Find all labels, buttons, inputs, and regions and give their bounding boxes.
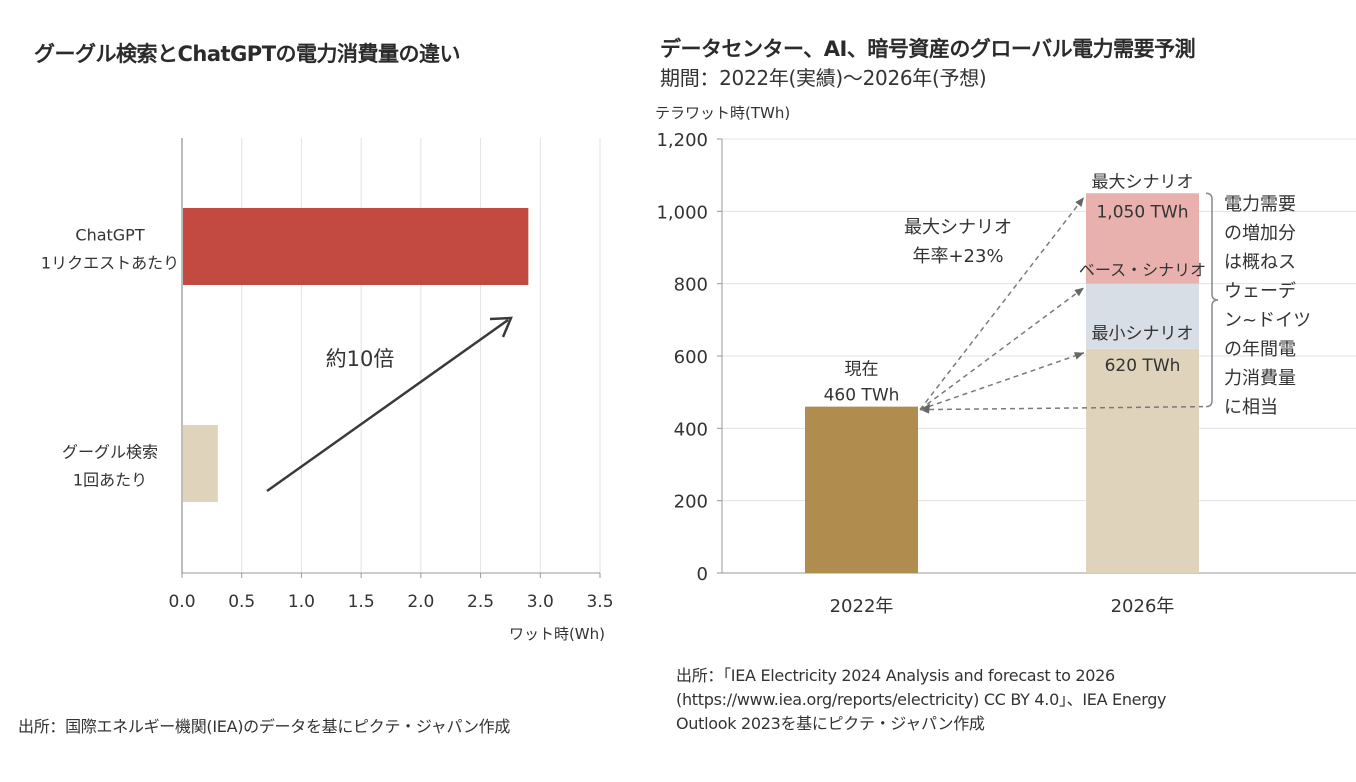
bracket-note-line: 力消費量 [1224,368,1296,389]
left-chart-title: グーグル検索とChatGPTの電力消費量の違い [34,42,461,66]
y-tick-label: 1,000 [656,202,708,223]
x-tick-label: 1.5 [348,592,375,612]
bracket-note-line: ウェーデ [1224,281,1296,302]
category-label: 1リクエストあたり [41,254,179,273]
source-line: Outlook 2023を基にピクテ・ジャパン作成 [676,714,985,733]
category-label: ChatGPT [75,226,144,245]
ratio-arrowhead-icon [489,316,513,338]
max-scenario-label: 最大シナリオ [1092,172,1194,192]
x-tick-label: 0.0 [168,592,195,612]
min-scenario-value: 620 TWh [1105,356,1181,376]
bar-google [183,425,218,502]
bar-segment-2026年-s2 [1086,193,1199,284]
y-tick-label: 400 [674,419,708,440]
growth-annotation-line2: 年率+23% [912,246,1003,267]
x-tick-label: 0.5 [228,592,255,612]
bar-chatgpt [183,208,529,285]
right-chart-title: データセンター、AI、暗号資産のグローバル電力需要予測 [660,37,1196,61]
bracket-note-line: ン~ドイツ [1224,310,1311,331]
projection-arrow-base [919,287,1085,411]
y-tick-label: 800 [674,275,708,296]
x-axis-label: ワット時(Wh) [509,625,605,643]
max-scenario-value: 1,050 TWh [1096,202,1188,222]
ratio-arrow-shaft [266,318,509,493]
current-level-reference-line [919,405,1204,411]
y-tick-label: 1,200 [656,130,708,151]
source-line: 出所：「IEA Electricity 2024 Analysis and fo… [676,666,1115,685]
x-tick-label: 2.0 [407,592,434,612]
bracket-note-line: 電力需要 [1224,194,1296,215]
x-tick-label: 2026年 [1111,596,1175,617]
bar-segment-2026年-s1 [1086,283,1199,349]
right-chart-source: 出所：「IEA Electricity 2024 Analysis and fo… [676,664,1316,736]
current-label: 現在 [845,360,879,380]
bracket-icon [1205,192,1219,408]
right-chart-subtitle: 期間：2022年(実績)～2026年(予想) [660,66,987,90]
left-chart: 0.0 0.5 1.0 1.5 2.0 2.5 3.0 3.5 ワット時(Wh) ChatGPT 1… [41,138,614,643]
left-chart-source: 出所：国際エネルギー機関(IEA)のデータを基にピクテ・ジャパン作成 [18,717,511,736]
right-chart-y-unit: テラワット時(TWh) [655,104,791,122]
current-value: 460 TWh [824,386,900,406]
x-tick-label: 1.0 [288,592,315,612]
y-tick-label: 0 [697,564,708,585]
category-label: 1回あたり [73,471,147,490]
category-label: グーグル検索 [62,443,158,462]
x-tick-label: 2022年 [830,596,894,617]
x-tick-label: 2.5 [467,592,494,612]
arrowhead-icon [1075,197,1084,207]
bracket-note-line: に相当 [1224,397,1278,418]
arrowhead-icon [1074,287,1084,297]
y-tick-label: 600 [674,347,708,368]
x-tick-label: 3.0 [527,592,554,612]
bracket-note-line: の年間電 [1224,339,1296,360]
x-tick-label: 3.5 [586,592,613,612]
bracket-note-line: は概ねス [1224,252,1296,273]
growth-annotation-line1: 最大シナリオ [904,217,1012,238]
arrowhead-icon [920,403,930,414]
bracket-note-line: の増加分 [1224,223,1296,244]
source-line: (https://www.iea.org/reports/electricity… [676,690,1167,709]
y-tick-label: 200 [674,492,708,513]
ratio-annotation: 約10倍 [326,347,395,371]
right-chart: 0 200 400 600 800 1,000 1,200 2022年 2026年 現在 460 T… [656,130,1356,617]
base-scenario-label: ベース・シナリオ [1079,261,1206,280]
bar-segment-2026年-s0 [1086,348,1199,573]
min-scenario-label: 最小シナリオ [1092,324,1194,344]
projection-arrow-min [919,352,1085,411]
arrowhead-icon [1074,352,1084,360]
bar-segment-2022年-s0 [805,406,918,573]
